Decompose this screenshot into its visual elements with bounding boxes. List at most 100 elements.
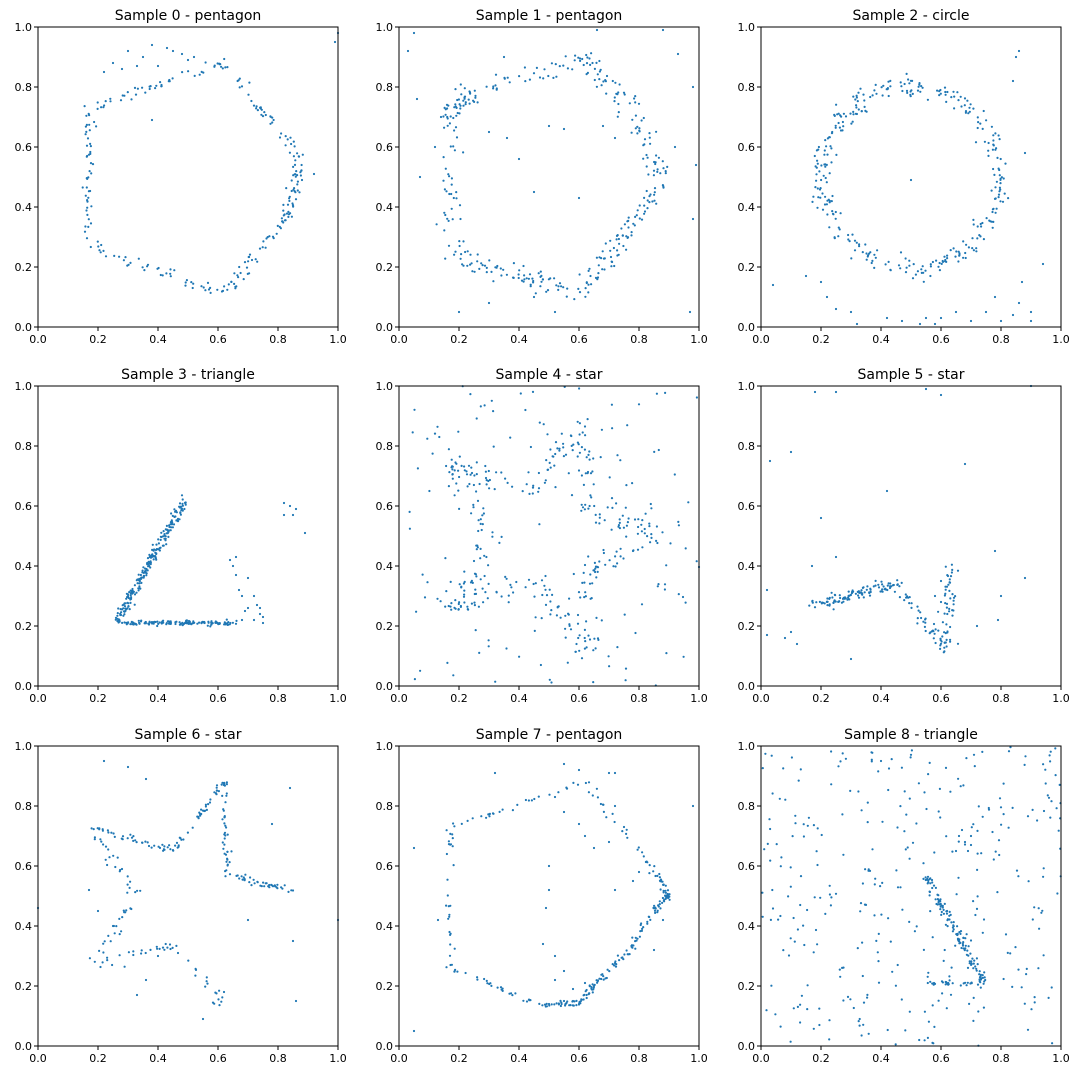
data-point [617, 237, 621, 241]
data-point [541, 278, 545, 281]
data-point [112, 832, 115, 835]
data-point [492, 445, 495, 448]
data-point [879, 885, 882, 888]
data-point [622, 526, 626, 529]
data-point [787, 954, 791, 957]
data-point [972, 107, 975, 110]
y-tick-label: 0.0 [15, 321, 33, 334]
data-point [93, 960, 96, 963]
data-point [653, 909, 657, 912]
axes-frame [760, 745, 1062, 1047]
data-point [287, 210, 290, 213]
data-point [129, 598, 132, 601]
data-point [132, 950, 135, 953]
data-point [931, 1041, 934, 1044]
data-point [656, 541, 659, 545]
data-point [911, 841, 915, 844]
y-tick-label: 0.0 [738, 321, 756, 334]
data-point [847, 590, 850, 593]
data-point [957, 834, 961, 838]
data-point [842, 966, 845, 969]
data-point [576, 622, 580, 625]
data-point [453, 106, 456, 109]
data-point [584, 591, 587, 594]
data-point [858, 1017, 861, 1021]
data-point [137, 257, 140, 260]
data-point [462, 582, 465, 585]
data-point [455, 114, 458, 117]
y-tick-label: 0.2 [15, 620, 33, 633]
data-point [102, 70, 106, 74]
data-point [611, 812, 614, 816]
data-point [1029, 319, 1033, 323]
data-point [158, 947, 161, 951]
data-point [844, 115, 848, 118]
data-point [204, 61, 207, 64]
data-point [96, 909, 100, 913]
data-point [970, 962, 973, 965]
data-point [490, 270, 493, 273]
data-point [849, 998, 852, 1001]
data-point [996, 618, 1000, 622]
data-point [586, 472, 589, 475]
data-point [951, 568, 954, 572]
data-point [889, 268, 892, 271]
data-point [839, 129, 843, 132]
data-point [127, 951, 130, 954]
data-point [531, 277, 534, 280]
data-point [100, 243, 103, 247]
y-tick-label: 0.2 [376, 261, 394, 274]
data-point [1004, 162, 1007, 165]
data-point [608, 665, 611, 668]
data-point [886, 584, 889, 587]
data-point [136, 582, 139, 585]
data-point [247, 260, 250, 263]
axes-frame [37, 385, 339, 687]
y-tick-label: 0.4 [738, 560, 756, 573]
data-point [419, 669, 422, 672]
data-point [877, 770, 880, 773]
data-point [676, 52, 680, 56]
data-point [118, 933, 121, 936]
data-point [964, 937, 967, 940]
data-point [656, 168, 659, 171]
data-point [779, 1025, 782, 1028]
data-point [816, 863, 819, 867]
data-point [881, 94, 884, 97]
data-point [578, 649, 581, 652]
data-point [975, 250, 978, 253]
data-point [562, 969, 566, 973]
data-point [222, 847, 225, 850]
data-point [945, 835, 948, 838]
data-point [271, 116, 274, 119]
data-point [648, 195, 651, 198]
data-point [244, 873, 247, 876]
data-point [849, 789, 852, 793]
data-point [852, 95, 855, 98]
data-point [860, 1034, 863, 1037]
data-point [458, 112, 461, 115]
data-point [249, 876, 252, 879]
data-point [557, 285, 560, 288]
data-point [926, 882, 929, 885]
y-tick-label: 0.4 [376, 920, 394, 933]
data-point [654, 161, 657, 164]
data-point [492, 410, 495, 413]
data-point [252, 618, 256, 622]
data-point [484, 591, 487, 594]
data-point [937, 810, 940, 813]
data-point [128, 886, 131, 890]
data-point [258, 606, 262, 610]
data-point [181, 502, 184, 505]
data-point [163, 845, 166, 848]
data-point [647, 915, 650, 918]
data-point [166, 946, 169, 949]
y-tick-label: 0.0 [15, 1040, 33, 1053]
data-point [595, 61, 598, 64]
data-point [975, 957, 979, 960]
data-point [1002, 813, 1005, 816]
data-point [466, 485, 469, 488]
data-point [547, 888, 551, 892]
data-point [288, 195, 291, 198]
data-point [556, 606, 559, 609]
